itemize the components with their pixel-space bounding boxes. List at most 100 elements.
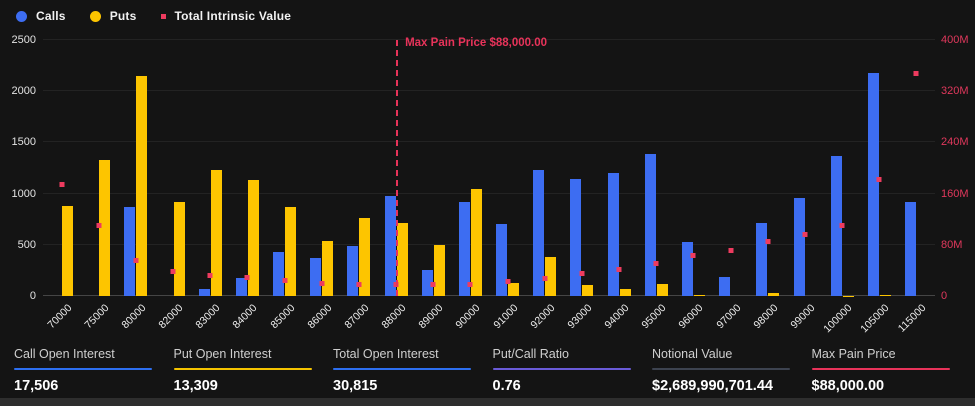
bar-group-85000[interactable] [266,40,303,296]
bar-group-93000[interactable] [563,40,600,296]
put-bar[interactable] [470,189,482,296]
bar-group-70000[interactable] [43,40,80,296]
put-bar[interactable] [879,294,891,296]
put-bar[interactable] [694,294,705,296]
intrinsic-value-marker[interactable] [579,271,585,277]
bar-group-105000[interactable] [861,40,898,296]
put-bar[interactable] [433,245,445,296]
bar-group-96000[interactable] [675,40,712,296]
bar-group-91000[interactable] [489,40,526,296]
intrinsic-value-marker[interactable] [876,176,882,182]
call-bar[interactable] [124,207,136,296]
bar-group-115000[interactable] [898,40,935,296]
bar-group-92000[interactable] [526,40,563,296]
call-bar[interactable] [570,179,582,296]
bar-group-82000[interactable] [155,40,192,296]
intrinsic-value-marker[interactable] [802,231,808,237]
put-bar[interactable] [322,240,334,296]
put-bar[interactable] [508,282,520,296]
intrinsic-value-marker[interactable] [319,281,325,287]
legend-item-calls[interactable]: Calls [16,9,66,23]
bar-group-99000[interactable] [786,40,823,296]
intrinsic-value-marker[interactable] [282,278,288,284]
put-bar[interactable] [619,289,631,296]
intrinsic-value-marker[interactable] [616,267,622,273]
intrinsic-value-marker[interactable] [96,222,102,228]
bar-group-90000[interactable] [452,40,489,296]
call-bar[interactable] [830,155,842,296]
bar-group-80000[interactable] [117,40,154,296]
put-bar[interactable] [656,284,668,296]
intrinsic-value-marker[interactable] [356,281,362,287]
call-bar[interactable] [421,270,433,296]
intrinsic-value-marker[interactable] [839,223,845,229]
stat-max-pain-price: Max Pain Price $88,000.00 [798,347,958,398]
horizontal-scrollbar[interactable] [0,398,975,406]
x-axis-label: 85000 [267,302,298,332]
call-bar[interactable] [905,202,917,296]
bar-group-88000[interactable] [378,40,415,296]
put-bar[interactable] [62,205,74,296]
stat-value: 0.76 [492,378,521,394]
call-bar[interactable] [310,258,322,296]
intrinsic-value-marker[interactable] [542,275,548,281]
call-bar[interactable] [682,241,693,296]
legend-item-puts[interactable]: Puts [89,9,137,23]
intrinsic-value-marker[interactable] [207,272,213,278]
bar-group-84000[interactable] [229,40,266,296]
put-bar[interactable] [173,202,185,296]
intrinsic-value-marker[interactable] [59,181,65,187]
call-bar[interactable] [607,173,619,296]
intrinsic-value-marker[interactable] [505,278,511,284]
put-bar[interactable] [99,159,111,296]
bar-group-89000[interactable] [415,40,452,296]
intrinsic-value-marker[interactable] [430,282,436,288]
bar-group-86000[interactable] [303,40,340,296]
bar-group-87000[interactable] [340,40,377,296]
bar-group-83000[interactable] [192,40,229,296]
put-bar[interactable] [210,169,222,296]
stat-value: 13,309 [173,378,218,394]
legend-item-total-intrinsic-value[interactable]: Total Intrinsic Value [160,9,292,23]
call-bar[interactable] [719,276,731,296]
call-bar[interactable] [756,223,768,296]
put-bar[interactable] [359,217,371,296]
call-bar[interactable] [347,245,359,296]
stat-notional-value: Notional Value $2,689,990,701.44 [638,347,798,398]
bar-group-98000[interactable] [749,40,786,296]
bar-group-95000[interactable] [638,40,675,296]
intrinsic-value-marker[interactable] [467,282,473,288]
intrinsic-value-marker[interactable] [913,70,919,76]
put-bar[interactable] [396,223,408,296]
call-bar[interactable] [496,224,508,296]
bar-group-97000[interactable] [712,40,749,296]
intrinsic-value-marker[interactable] [653,261,659,266]
call-bar[interactable] [644,153,656,296]
call-bar[interactable] [235,277,247,296]
call-bar[interactable] [384,196,396,296]
bar-group-75000[interactable] [80,40,117,296]
put-bar[interactable] [545,256,557,296]
intrinsic-value-marker[interactable] [133,257,139,263]
bar-group-100000[interactable] [824,40,861,296]
bar-group-94000[interactable] [601,40,638,296]
put-bar[interactable] [285,206,297,296]
call-bar[interactable] [273,251,285,296]
put-bar[interactable] [582,285,594,296]
call-bar[interactable] [533,170,545,296]
put-bar[interactable] [247,180,259,296]
intrinsic-value-marker[interactable] [690,253,696,259]
stat-accent-rule [492,368,631,370]
call-bar[interactable] [867,72,879,296]
put-bar[interactable] [842,295,854,296]
intrinsic-value-marker[interactable] [765,239,771,245]
intrinsic-value-marker[interactable] [170,268,176,274]
put-bar[interactable] [136,75,148,296]
intrinsic-value-marker[interactable] [728,247,734,253]
put-bar[interactable] [768,292,780,296]
intrinsic-value-marker[interactable] [244,275,250,281]
call-bar[interactable] [198,289,210,296]
call-bar[interactable] [458,201,470,296]
x-axis-label: 96000 [676,302,706,332]
call-bar[interactable] [793,198,805,296]
